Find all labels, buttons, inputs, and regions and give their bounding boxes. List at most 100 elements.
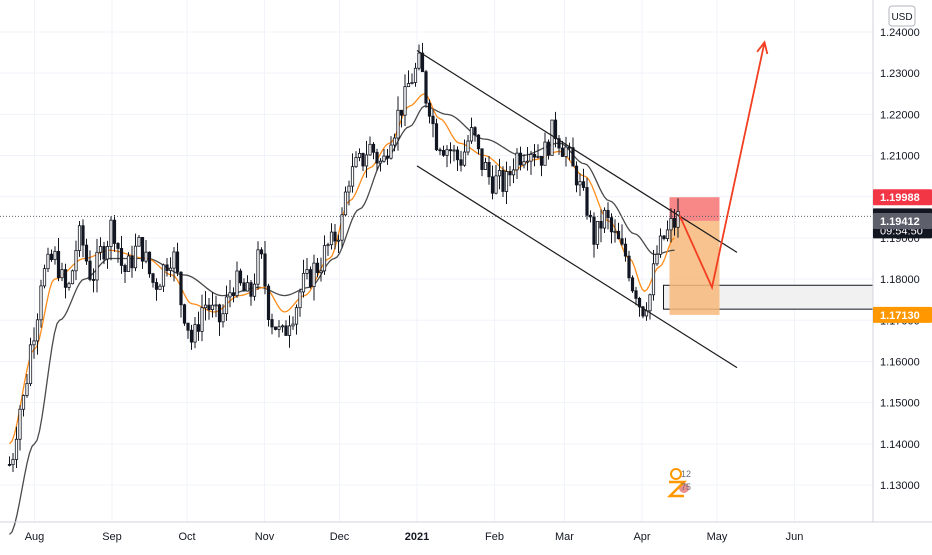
candle[interactable] (270, 313, 274, 335)
candle[interactable] (518, 146, 523, 171)
candle[interactable] (203, 291, 208, 321)
candle[interactable] (420, 42, 425, 73)
candle[interactable] (651, 250, 656, 301)
candle[interactable] (11, 453, 15, 472)
candle[interactable] (70, 269, 75, 285)
candle[interactable] (669, 208, 673, 243)
candle[interactable] (620, 224, 624, 246)
candle[interactable] (63, 263, 68, 299)
candle[interactable] (469, 117, 474, 144)
candle[interactable] (196, 311, 201, 341)
candle[interactable] (539, 155, 544, 177)
candle[interactable] (207, 297, 211, 320)
candle[interactable] (627, 250, 631, 282)
candle[interactable] (571, 137, 575, 167)
candle[interactable] (28, 337, 33, 387)
candle[interactable] (553, 111, 558, 148)
candle[interactable] (658, 228, 663, 258)
candle[interactable] (7, 456, 12, 467)
candle[interactable] (210, 291, 215, 318)
candle[interactable] (144, 239, 148, 264)
candle[interactable] (291, 316, 295, 330)
candle[interactable] (326, 242, 330, 256)
candle[interactable] (21, 394, 26, 417)
candle[interactable] (214, 295, 218, 318)
candle[interactable] (536, 144, 540, 159)
candle[interactable] (336, 234, 341, 253)
candle[interactable] (137, 234, 141, 247)
candle[interactable] (147, 251, 152, 278)
candle[interactable] (574, 161, 579, 193)
candle[interactable] (662, 235, 666, 241)
candle[interactable] (186, 322, 190, 339)
candle[interactable] (354, 151, 358, 168)
candle[interactable] (182, 303, 187, 326)
candle[interactable] (175, 242, 180, 277)
candle[interactable] (322, 235, 327, 275)
candle[interactable] (49, 249, 54, 262)
candle[interactable] (438, 147, 442, 156)
candle[interactable] (249, 280, 253, 306)
candle[interactable] (361, 152, 365, 172)
candle[interactable] (39, 279, 43, 328)
candle[interactable] (123, 263, 127, 284)
channel-upper-line[interactable] (416, 50, 738, 253)
candle[interactable] (487, 156, 491, 185)
candle[interactable] (623, 237, 628, 262)
candle[interactable] (193, 317, 197, 349)
candle[interactable] (154, 278, 159, 301)
candle[interactable] (630, 275, 635, 293)
candle[interactable] (532, 143, 537, 167)
candle[interactable] (655, 245, 659, 266)
candle[interactable] (427, 99, 432, 124)
candle[interactable] (462, 139, 467, 167)
forecast-arrow[interactable] (678, 40, 769, 291)
candle[interactable] (18, 405, 22, 451)
candle[interactable] (410, 73, 414, 85)
candle[interactable] (158, 283, 162, 290)
candle[interactable] (557, 134, 561, 155)
candle[interactable] (343, 186, 348, 217)
candle[interactable] (60, 262, 64, 282)
candle[interactable] (497, 158, 502, 190)
candle[interactable] (81, 219, 85, 258)
candle[interactable] (32, 327, 36, 359)
candle[interactable] (480, 148, 484, 177)
candle[interactable] (221, 304, 225, 328)
candle[interactable] (609, 213, 614, 244)
candle[interactable] (406, 70, 411, 88)
candle[interactable] (368, 136, 372, 156)
candle[interactable] (382, 148, 386, 163)
candle[interactable] (301, 259, 306, 298)
candle[interactable] (424, 69, 428, 108)
candle[interactable] (151, 272, 155, 288)
time-axis[interactable]: Aug Sep Oct Nov Dec 2021 Feb Mar Apr May Jun (25, 531, 804, 543)
candle[interactable] (126, 252, 131, 273)
candle[interactable] (109, 216, 113, 261)
candle[interactable] (56, 238, 61, 282)
candle[interactable] (560, 140, 565, 157)
candle[interactable] (595, 221, 600, 249)
candle[interactable] (378, 158, 383, 172)
candle[interactable] (98, 237, 103, 261)
candle[interactable] (112, 215, 117, 252)
candle[interactable] (238, 268, 243, 286)
candle[interactable] (224, 285, 229, 321)
candle[interactable] (476, 134, 481, 155)
candle[interactable] (508, 166, 512, 187)
candle[interactable] (347, 180, 351, 206)
candle[interactable] (441, 145, 446, 157)
candle[interactable] (445, 145, 449, 168)
candle[interactable] (168, 257, 173, 278)
candle[interactable] (616, 222, 621, 240)
take-profit-area[interactable] (669, 220, 720, 315)
candle[interactable] (385, 149, 390, 165)
candle[interactable] (550, 119, 554, 156)
candle[interactable] (67, 281, 71, 291)
candle[interactable] (452, 144, 456, 162)
candle[interactable] (522, 154, 526, 169)
candle[interactable] (399, 109, 404, 128)
candle[interactable] (172, 247, 176, 282)
candle[interactable] (91, 268, 96, 293)
